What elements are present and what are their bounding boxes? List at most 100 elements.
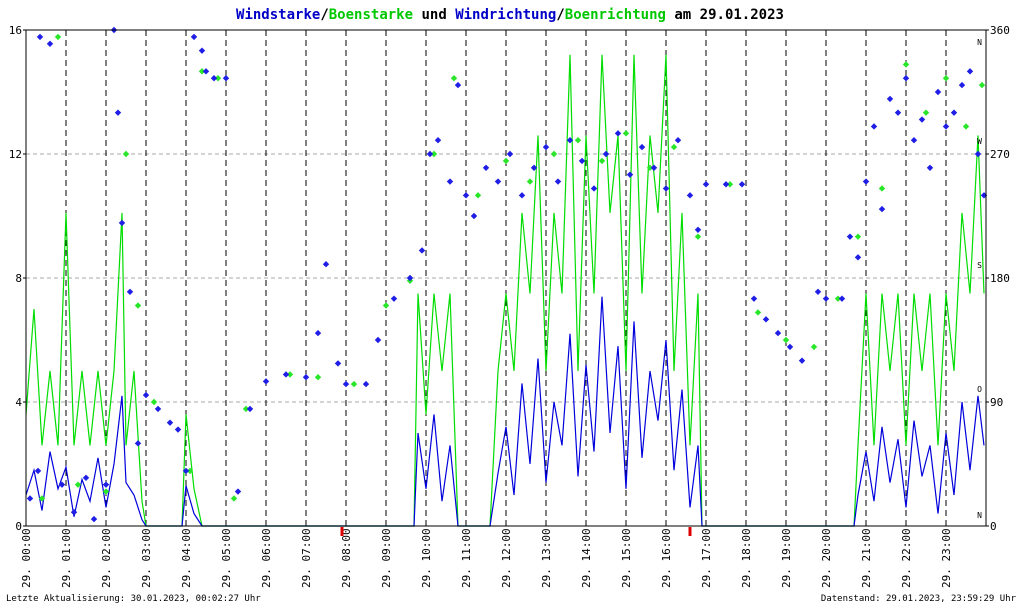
- direction-point: [174, 426, 182, 433]
- direction-point: [566, 137, 574, 144]
- direction-point: [342, 380, 350, 388]
- red-hour-markers: [340, 527, 692, 536]
- direction-point: [482, 164, 490, 171]
- direction-point: [966, 68, 974, 75]
- direction-point: [602, 150, 610, 158]
- compass-label: S: [977, 261, 982, 270]
- chart-title: Windstarke/Boenstarke und Windrichtung/B…: [236, 7, 784, 23]
- direction-point: [894, 109, 902, 116]
- direction-point: [186, 467, 194, 475]
- direction-point: [518, 192, 526, 199]
- direction-point: [54, 33, 62, 41]
- direction-point: [82, 474, 90, 481]
- direction-point: [590, 185, 598, 192]
- direction-point: [550, 150, 558, 158]
- direction-point: [214, 75, 222, 82]
- direction-point: [150, 398, 158, 406]
- right-tick-label: 90: [990, 396, 1003, 409]
- left-axis-ticks: 0 4 8 12 16: [9, 24, 26, 533]
- direction-point: [34, 467, 42, 475]
- direction-point: [90, 515, 98, 523]
- x-tick-label: 29. 18:00: [740, 528, 753, 588]
- direction-point: [70, 509, 78, 516]
- direction-point: [934, 88, 942, 96]
- direction-point: [382, 302, 390, 309]
- direction-point: [922, 109, 930, 116]
- direction-point: [262, 378, 270, 385]
- x-tick-label: 29. 02:00: [100, 528, 113, 588]
- direction-point: [102, 481, 110, 488]
- direction-point: [774, 329, 782, 337]
- series-line-windstarke: [25, 296, 985, 527]
- direction-point: [798, 357, 806, 364]
- red-marker: [688, 527, 692, 536]
- compass-label: W: [977, 137, 982, 146]
- x-tick-label: 29. 20:00: [820, 528, 833, 588]
- direction-point: [978, 81, 986, 89]
- left-tick-label: 12: [9, 148, 22, 161]
- direction-point: [702, 181, 710, 188]
- series-line-boenstarke: [25, 54, 985, 527]
- direction-point: [838, 295, 846, 302]
- direction-point: [134, 302, 142, 309]
- direction-point: [738, 181, 746, 188]
- direction-point: [670, 143, 678, 151]
- direction-point: [182, 467, 190, 475]
- left-tick-label: 0: [15, 520, 22, 533]
- direction-point: [846, 233, 854, 240]
- direction-point: [902, 75, 910, 82]
- title-part: Windstarke: [236, 7, 320, 23]
- x-tick-label: 29. 00:00: [20, 528, 33, 588]
- title-part: /: [320, 7, 328, 23]
- direction-point: [902, 61, 910, 68]
- x-tick-label: 29. 08:00: [340, 528, 353, 588]
- x-tick-label: 29. 12:00: [500, 528, 513, 588]
- direction-point: [286, 371, 294, 378]
- direction-point: [694, 226, 702, 233]
- direction-point: [430, 150, 438, 158]
- x-tick-label: 29. 17:00: [700, 528, 713, 588]
- direction-point: [230, 495, 238, 502]
- title-part: Boenstarke: [329, 7, 413, 23]
- direction-point: [554, 178, 562, 185]
- last-update-label: Letzte Aktualisierung: 30.01.2023, 00:02…: [6, 594, 261, 604]
- direction-point: [638, 143, 646, 151]
- x-tick-label: 29. 07:00: [300, 528, 313, 588]
- x-tick-label: 29. 23:00: [940, 528, 953, 588]
- direction-point: [418, 247, 426, 254]
- direction-point: [962, 123, 970, 130]
- direction-point: [674, 137, 682, 144]
- direction-point: [526, 178, 534, 185]
- direction-point: [782, 336, 790, 344]
- x-tick-label: 29. 01:00: [60, 528, 73, 588]
- direction-point: [910, 137, 918, 144]
- direction-point: [314, 329, 322, 337]
- right-tick-label: 360: [990, 24, 1010, 37]
- direction-point: [542, 143, 550, 151]
- direction-point: [754, 309, 762, 316]
- direction-point: [574, 137, 582, 144]
- hour-gridlines: [65, 30, 947, 526]
- direction-point: [126, 288, 134, 295]
- direction-point: [154, 405, 162, 413]
- direction-point: [622, 130, 630, 137]
- direction-point: [578, 157, 586, 165]
- direction-point: [198, 68, 206, 75]
- x-tick-label: 29. 15:00: [620, 528, 633, 588]
- direction-point: [878, 205, 886, 213]
- left-tick-label: 16: [9, 24, 22, 37]
- direction-point: [958, 81, 966, 89]
- compass-label: O: [977, 385, 982, 394]
- direction-point: [134, 440, 142, 447]
- direction-point: [918, 116, 926, 123]
- direction-point: [36, 33, 44, 41]
- direction-point: [614, 130, 622, 137]
- direction-point: [694, 233, 702, 240]
- direction-point: [886, 95, 894, 103]
- compass-labels: N O S W N: [977, 38, 982, 520]
- data-timestamp-label: Datenstand: 29.01.2023, 23:59:29 Uhr: [821, 594, 1017, 604]
- direction-point: [726, 181, 734, 188]
- right-tick-label: 0: [990, 520, 997, 533]
- x-tick-label: 29. 11:00: [460, 528, 473, 588]
